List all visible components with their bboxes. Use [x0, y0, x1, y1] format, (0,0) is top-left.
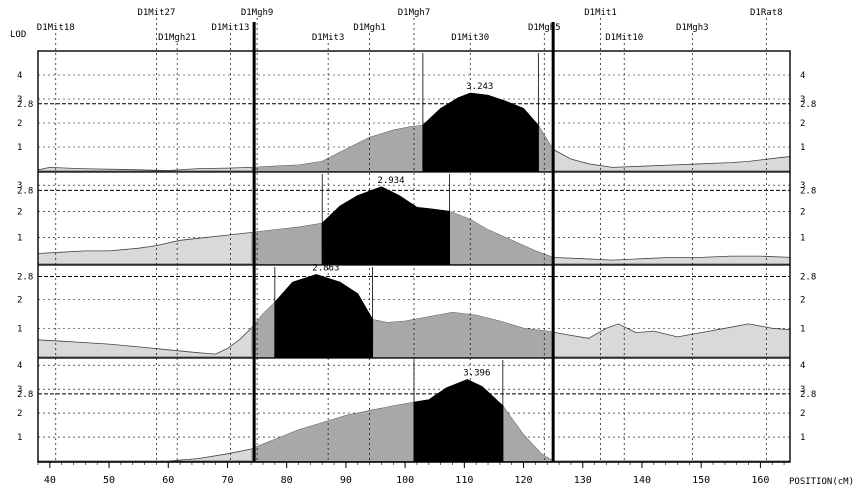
lod-panel-4: 1 1 2 2 3 3 4 4 2.8 2.8 3.396 — [17, 360, 816, 463]
y-axis-title: LOD — [10, 30, 26, 40]
x-tick-label: 70 — [221, 475, 233, 486]
lod-panel-1: 1 1 2 2 3 3 4 4 2.8 2.8 3.243 — [17, 53, 816, 173]
lod-tick-right: 2 — [800, 409, 805, 419]
lod-tick-left: 1 — [17, 433, 22, 443]
lod-tick-right: 2 — [800, 207, 805, 217]
threshold-label-right: 2.8 — [800, 186, 816, 196]
lod-tick-left: 3 — [17, 181, 22, 191]
lod-tick-left: 1 — [17, 143, 22, 153]
lod-confidence-interval — [413, 379, 504, 462]
lod-panel-3: 1 1 2 2 2.8 2.8 2.863 — [17, 264, 816, 359]
lod-tick-left: 4 — [17, 361, 22, 371]
threshold-label-right: 2.8 — [800, 100, 816, 110]
lod-tick-left: 4 — [17, 71, 22, 81]
lod-tick-left: 1 — [17, 234, 22, 244]
lod-tick-right: 1 — [800, 234, 805, 244]
lod-tick-left: 1 — [17, 324, 22, 334]
lod-confidence-interval — [321, 186, 451, 265]
marker-label: D1Mit1 — [584, 8, 617, 18]
marker-label: D1Mit3 — [312, 33, 345, 43]
lod-tick-right: 2 — [800, 296, 805, 306]
marker-label: D1Mit27 — [137, 8, 175, 18]
marker-label: D1Mgh3 — [676, 23, 709, 33]
lod-tick-left: 2 — [17, 409, 22, 419]
x-axis: 40 50 60 70 80 90 100 110 120 130 140 150 160 — [37, 462, 785, 486]
threshold-label-left: 2.8 — [17, 390, 33, 400]
x-tick-label: 140 — [633, 475, 651, 486]
marker-label: D1Mgh1 — [353, 23, 386, 33]
peak-lod-label: 3.243 — [466, 82, 493, 92]
lod-tick-right: 4 — [800, 71, 805, 81]
lod-tick-right: 3 — [800, 181, 805, 191]
chart-frame — [37, 50, 791, 463]
threshold-label-left: 2.8 — [17, 100, 33, 110]
x-tick-label: 50 — [103, 475, 115, 486]
x-tick-label: 60 — [162, 475, 174, 486]
lod-tick-left: 2 — [17, 296, 22, 306]
lod-confidence-interval — [422, 92, 539, 172]
x-tick-label: 90 — [340, 475, 352, 486]
threshold-label-right: 2.8 — [800, 273, 816, 283]
marker-label: D1Mgh7 — [398, 8, 431, 18]
threshold-label-left: 2.8 — [17, 273, 33, 283]
lod-shaded-region — [251, 379, 554, 461]
lod-tick-right: 2 — [800, 119, 805, 129]
lod-tick-right: 4 — [800, 361, 805, 371]
marker-label: D1Mit30 — [451, 33, 489, 43]
x-tick-label: 110 — [455, 475, 473, 486]
x-tick-label: 160 — [751, 475, 769, 486]
threshold-label-right: 2.8 — [800, 390, 816, 400]
lod-panel-2: 1 12 23 32.8 2.82.934 — [17, 174, 816, 266]
marker-label: D1Mgh9 — [241, 8, 274, 18]
lod-tick-right: 3 — [800, 385, 805, 395]
lod-tick-left: 2 — [17, 119, 22, 129]
x-tick-label: 130 — [574, 475, 592, 486]
peak-lod-label: 2.934 — [377, 176, 404, 186]
x-tick-label: 100 — [396, 475, 414, 486]
x-tick-label: 80 — [281, 475, 293, 486]
markers-layer: D1Mit18 D1Mit27 D1Mgh21 D1Mit13 D1Mgh9 D1Mit3… — [37, 8, 783, 462]
marker-label: D1Mit13 — [211, 23, 249, 33]
lod-tick-right: 1 — [800, 324, 805, 334]
marker-label: D1Rat8 — [750, 8, 783, 18]
marker-label: D1Mgh5 — [528, 23, 561, 33]
threshold-label-left: 2.8 — [17, 186, 33, 196]
marker-label: D1Mit10 — [605, 33, 643, 43]
x-tick-label: 40 — [44, 475, 56, 486]
lod-tick-right: 1 — [800, 433, 805, 443]
marker-label: D1Mit18 — [37, 23, 75, 33]
lod-tick-right: 1 — [800, 143, 805, 153]
x-tick-label: 150 — [692, 475, 710, 486]
marker-label: D1Mgh21 — [158, 33, 196, 43]
x-tick-label: 120 — [515, 475, 533, 486]
peak-lod-label: 3.396 — [463, 369, 490, 379]
lod-tick-left: 2 — [17, 207, 22, 217]
lod-tick-right: 3 — [800, 95, 805, 105]
lod-confidence-interval — [274, 274, 374, 358]
lod-tick-left: 3 — [17, 95, 22, 105]
lod-tick-left: 3 — [17, 385, 22, 395]
peak-lod-label: 2.863 — [312, 264, 339, 274]
x-axis-title: POSITION(cM) — [789, 477, 854, 487]
